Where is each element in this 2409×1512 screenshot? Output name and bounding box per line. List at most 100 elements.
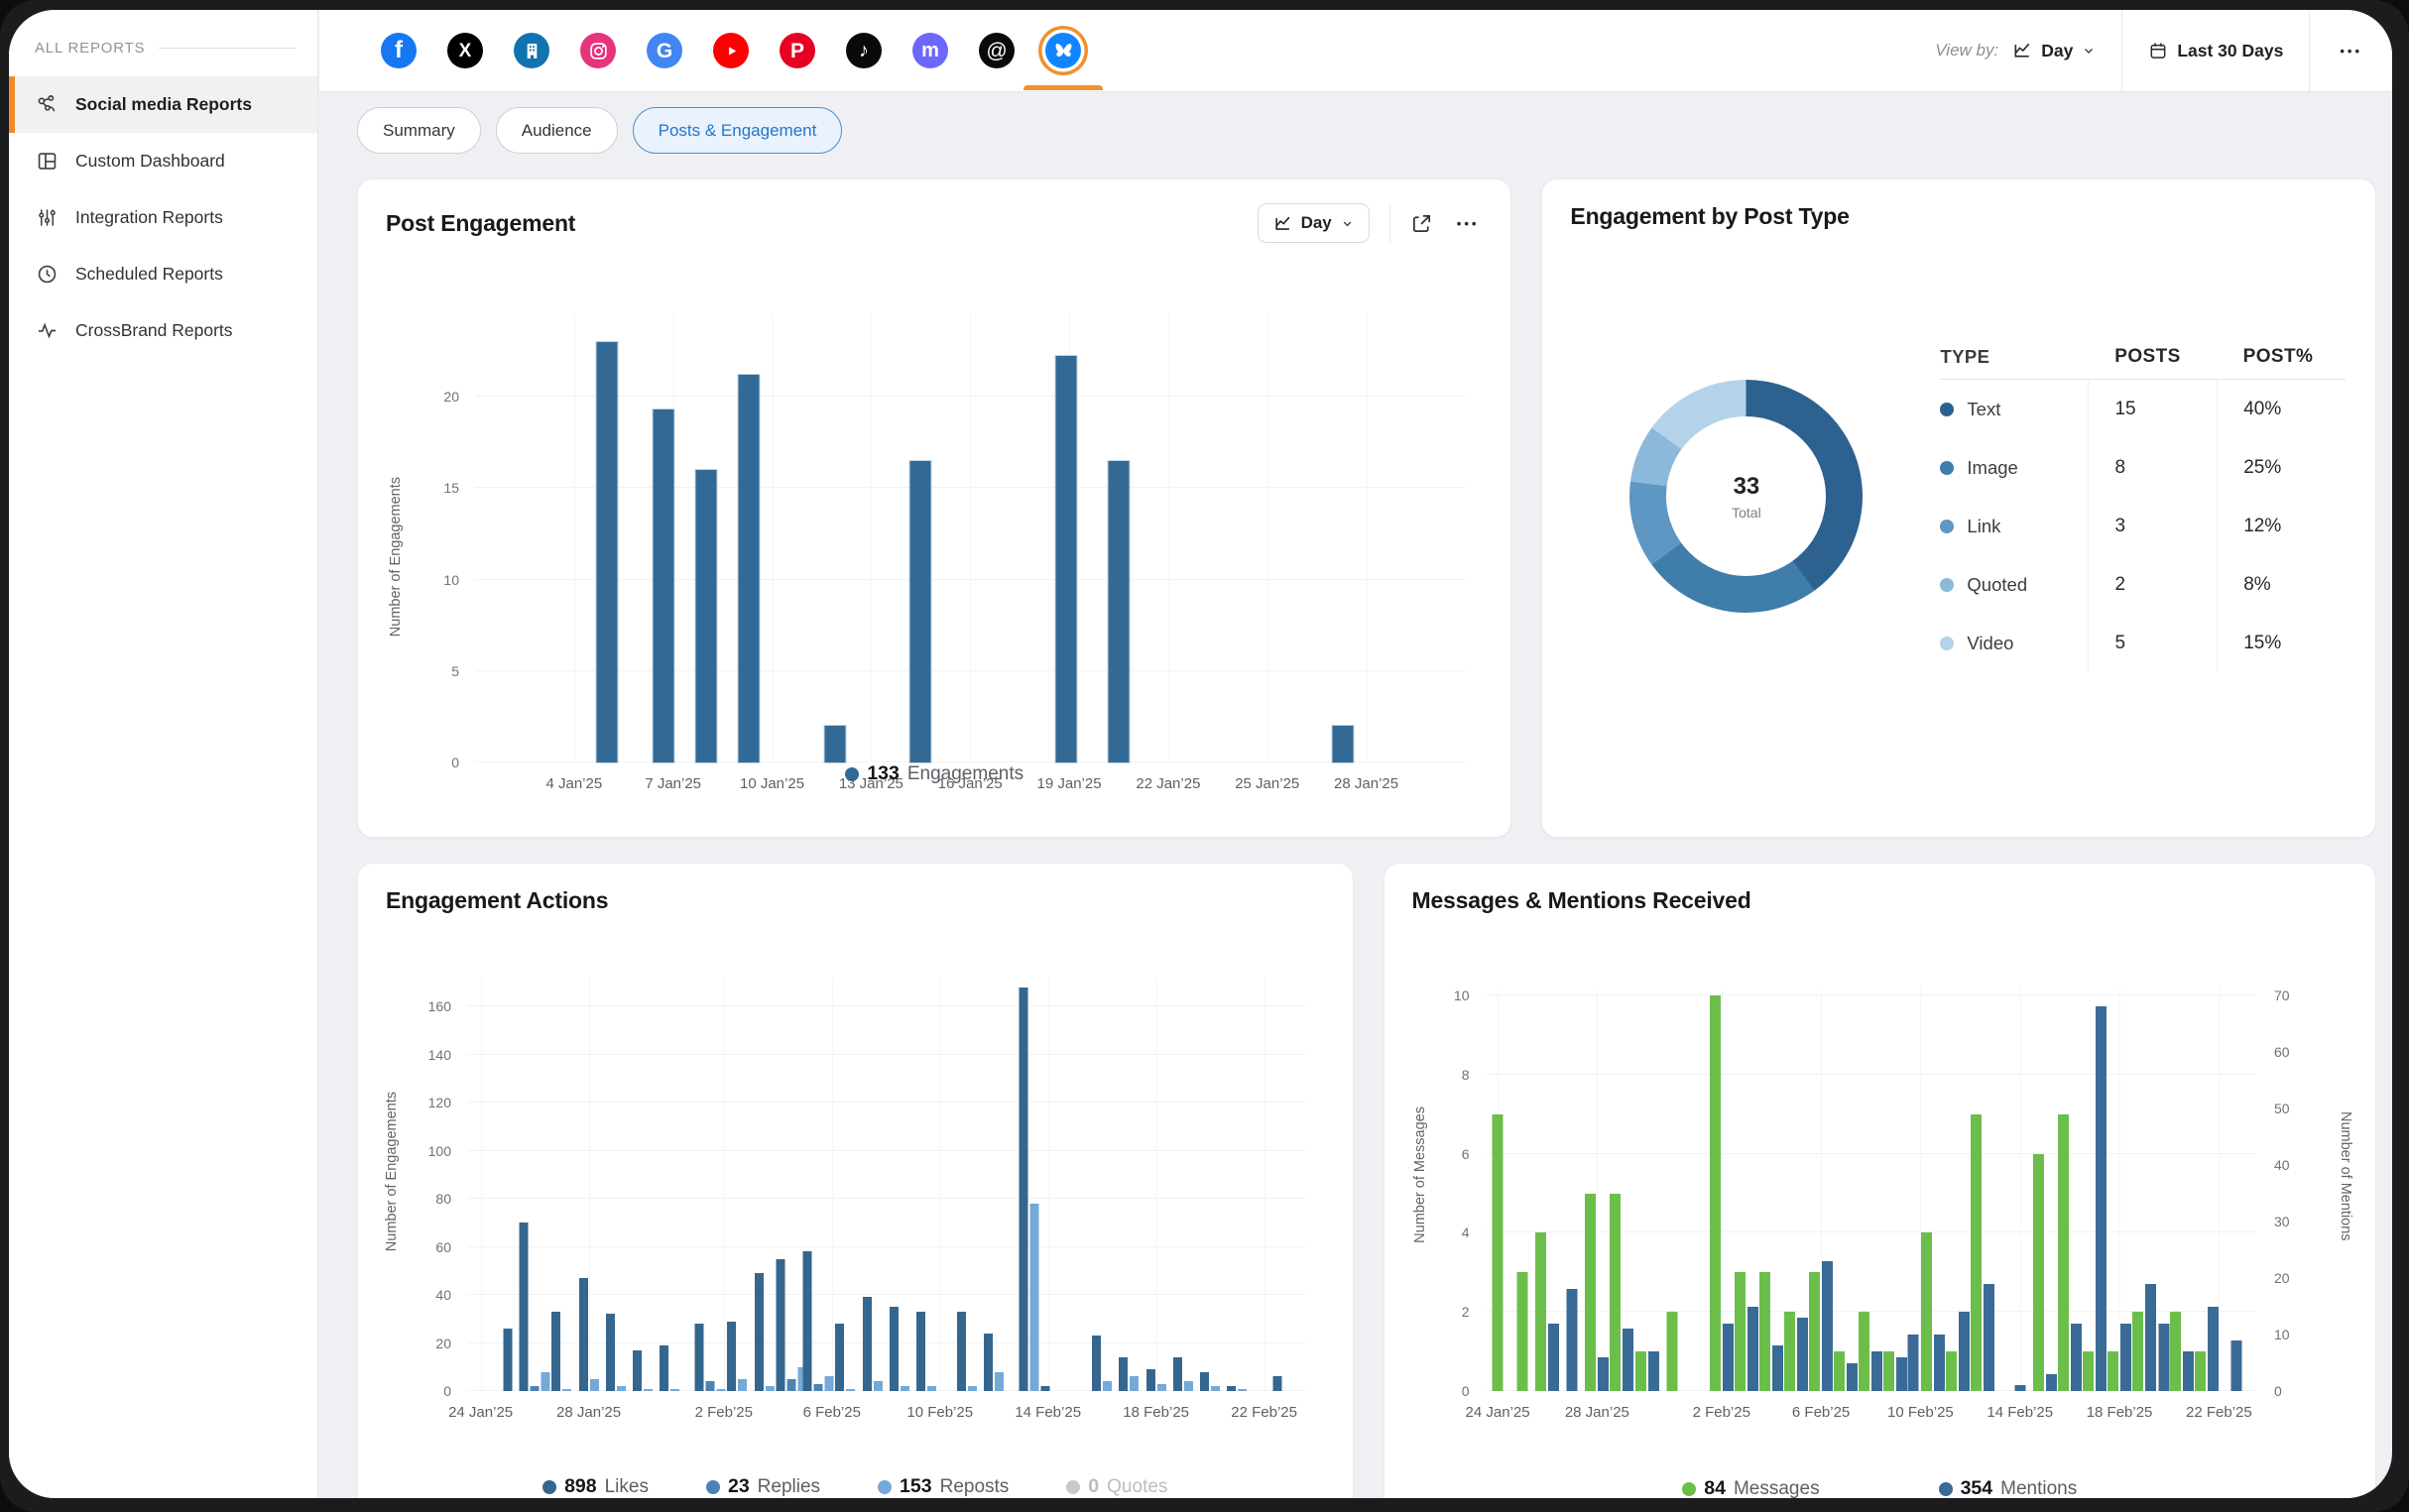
platform-bluesky-selected[interactable]	[1045, 33, 1081, 68]
action-bar-group	[1227, 1386, 1248, 1391]
legend-item-reposts[interactable]: 153 Reposts	[878, 1475, 1009, 1498]
google-g-icon: G	[656, 39, 673, 62]
type-color-dot	[1940, 460, 1955, 475]
gridline-v	[1167, 314, 1169, 762]
action-bar-group	[1092, 1336, 1113, 1391]
likes-bar	[1019, 987, 1028, 1391]
sidebar-item-integration-reports[interactable]: Integration Reports	[9, 189, 317, 246]
platform-pinterest[interactable]: P	[780, 33, 815, 68]
interval-value: Day	[1300, 213, 1332, 232]
platform-x[interactable]: X	[447, 33, 483, 68]
legend-item-likes[interactable]: 898 Likes	[542, 1475, 649, 1498]
mentions-bar	[1907, 1335, 1919, 1391]
engagement-bar	[695, 469, 717, 762]
sidebar-item-scheduled-reports[interactable]: Scheduled Reports	[9, 246, 317, 302]
x-tick-label: 6 Feb’25	[1791, 1404, 1851, 1421]
sidebar-item-custom-dashboard[interactable]: Custom Dashboard	[9, 133, 317, 189]
legend-value: 153	[900, 1475, 932, 1497]
reposts-bar	[765, 1386, 775, 1391]
likes-bar	[1172, 1357, 1182, 1391]
more-options-button[interactable]: •••	[2336, 44, 2366, 58]
msg-bar-group	[1907, 1335, 1919, 1391]
legend-item-replies[interactable]: 23 Replies	[705, 1475, 820, 1498]
x-tick-label: 14 Feb’25	[1015, 1404, 1082, 1421]
tab-posts-engagement[interactable]: Posts & Engagement	[632, 107, 843, 154]
messages-mentions-title: Messages & Mentions Received	[1411, 887, 1751, 913]
youtube-play-icon	[721, 41, 742, 61]
legend-dot	[1682, 1481, 1697, 1496]
y-axis-label: Number of Engagements	[384, 1092, 400, 1252]
action-bar-group	[660, 1344, 680, 1391]
msg-bar-group	[2108, 1323, 2132, 1391]
messages-bar	[1784, 1312, 1795, 1391]
y-tick-right-label: 20	[2274, 1270, 2290, 1286]
msg-bar-group	[1634, 1351, 1659, 1391]
sidebar-item-label: Social media Reports	[75, 94, 252, 114]
platform-google[interactable]: G	[647, 33, 682, 68]
messages-bar	[2082, 1351, 2094, 1391]
date-range-section: Last 30 Days	[2121, 10, 2309, 91]
engagement-actions-title: Engagement Actions	[386, 887, 609, 913]
platform-business-building[interactable]	[514, 33, 549, 68]
export-button[interactable]	[1410, 212, 1433, 235]
sidebar-item-crossbrand-reports[interactable]: CrossBrand Reports	[9, 302, 317, 359]
tab-audience[interactable]: Audience	[495, 107, 618, 154]
interval-dropdown[interactable]: Day	[1257, 203, 1370, 243]
legend-label: Reposts	[939, 1475, 1010, 1497]
platform-facebook[interactable]: f	[381, 33, 417, 68]
pct-cell: 40%	[2217, 380, 2346, 438]
engagement-bar	[596, 341, 618, 762]
y-tick-label: 0	[1461, 1383, 1470, 1399]
legend-item-engagements[interactable]: 133 Engagements	[845, 762, 1024, 785]
replies-bar	[530, 1386, 540, 1391]
action-bar-group	[835, 1324, 856, 1391]
engagement-actions-legend: 898 Likes 23 Replies 153 Reposts 0 Quotes	[386, 1475, 1325, 1498]
legend-item-quotes[interactable]: 0 Quotes	[1066, 1475, 1167, 1498]
platform-tiktok[interactable]: ♪	[846, 33, 882, 68]
tab-summary[interactable]: Summary	[357, 107, 481, 154]
col-header-pct: POST%	[2242, 345, 2314, 367]
likes-bar	[802, 1251, 812, 1391]
engagement-actions-plot: 0 20 40 60 80 100 120 140 160 24 Jan’25 28 Jan’25 2…	[428, 978, 1305, 1421]
type-color-dot	[1940, 519, 1955, 533]
platform-instagram[interactable]	[580, 33, 616, 68]
reposts-bar	[716, 1388, 726, 1391]
action-bar-group	[519, 1222, 550, 1391]
mentions-bar	[1896, 1356, 1908, 1391]
reposts-bar	[995, 1371, 1005, 1391]
card-more-button[interactable]: •••	[1453, 216, 1484, 231]
gridline-v	[1821, 988, 1823, 1391]
platform-youtube[interactable]	[713, 33, 749, 68]
reposts-bar	[644, 1388, 654, 1391]
date-range-button[interactable]: Last 30 Days	[2148, 41, 2283, 61]
donut-total-label: Total	[1732, 504, 1761, 521]
legend-label: Engagements	[906, 762, 1024, 784]
gridline-v	[2119, 988, 2121, 1391]
likes-bar	[1145, 1369, 1155, 1391]
building-icon	[522, 41, 542, 61]
platform-mastodon[interactable]: m	[912, 33, 948, 68]
sidebar-header-label: ALL REPORTS	[35, 40, 146, 57]
view-by-dropdown[interactable]: Day	[2012, 41, 2096, 61]
col-header-type: TYPE	[1940, 345, 1990, 367]
messages-bar	[2108, 1351, 2119, 1391]
engagement-bar	[1108, 460, 1130, 762]
x-tick-label: 2 Feb’25	[1692, 1404, 1750, 1421]
post-type-card: Engagement by Post Type 33 Total TYPE POS…	[1541, 178, 2376, 838]
post-engagement-title: Post Engagement	[386, 209, 576, 236]
x-tick-label: 4 Jan’25	[545, 775, 603, 792]
donut-center: 33 Total	[1666, 416, 1827, 576]
legend-item-messages[interactable]: 84 Messages	[1682, 1477, 1820, 1498]
messages-mentions-header: Messages & Mentions Received	[1412, 887, 2349, 914]
x-tick-label: 16 Jan’25	[937, 775, 1003, 792]
platform-threads[interactable]: @	[979, 33, 1015, 68]
legend-item-mentions[interactable]: 354 Mentions	[1938, 1477, 2077, 1498]
view-by-section: View by: Day	[1909, 10, 2121, 91]
x-tick-label: 18 Feb’25	[1123, 1404, 1190, 1421]
sidebar-item-social-media-reports[interactable]: Social media Reports	[9, 76, 317, 133]
legend-label: Quotes	[1107, 1475, 1168, 1497]
y-tick-label: 5	[451, 662, 459, 679]
msg-bar-group	[2132, 1283, 2157, 1391]
action-bar-group	[605, 1314, 626, 1391]
sidebar-item-label: Integration Reports	[75, 207, 223, 227]
